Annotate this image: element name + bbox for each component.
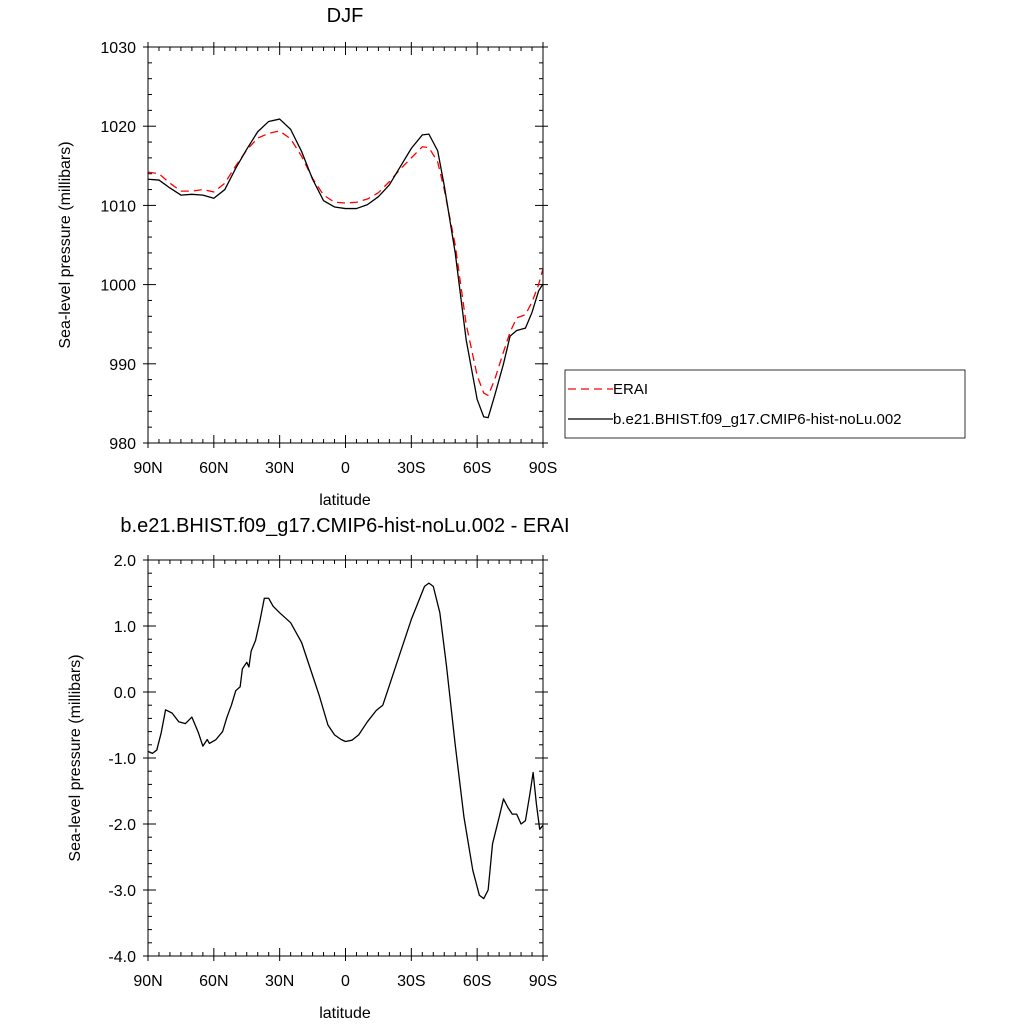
top-chart-marks: 90N 60N 30N 0 30S 60S 90S 980 990 1000 1010 1020 103… [100,40,557,477]
legend-box [564,369,966,439]
x-tick-label: 30N [265,460,294,477]
top-chart-plot-frame [147,46,544,444]
y-tick-label: 2.0 [114,553,136,570]
x-tick-label: 30S [397,460,425,477]
y-tick-label: -4.0 [108,949,136,966]
y-tick-label: 1020 [100,119,136,136]
x-tick-label: 90S [529,460,557,477]
top-chart-title: DJF [327,5,364,27]
x-tick-label: 90S [529,973,557,990]
x-tick-label: 60N [199,460,228,477]
y-tick-label: 1000 [100,278,136,295]
x-tick-label: 30N [265,973,294,990]
y-tick-label: -2.0 [108,817,136,834]
bottom-chart-y-axis-label: Sea-level pressure (millibars) [67,654,84,861]
series-line-0 [147,130,544,397]
top-chart-legend: ERAI b.e21.BHIST.f09_g17.CMIP6-hist-noLu… [564,369,966,439]
x-tick-label: 30S [397,973,425,990]
y-tick-label: -1.0 [108,751,136,768]
bottom-chart-x-axis-label: latitude [319,1005,371,1022]
x-tick-label: 60N [199,973,228,990]
x-tick-label: 60S [463,460,491,477]
y-tick-label: 0.0 [114,685,136,702]
x-tick-label: 90N [133,460,162,477]
top-chart-y-axis-label: Sea-level pressure (millibars) [57,141,74,348]
bottom-chart-plot-frame [147,559,544,957]
x-tick-label: 0 [341,460,350,477]
x-tick-label: 60S [463,973,491,990]
y-tick-label: 980 [109,436,136,453]
y-tick-label: 990 [109,357,136,374]
bottom-chart-marks: 90N 60N 30N 0 30S 60S 90S -4.0 -3.0 -2.0 -1.0 0.0 1.… [108,553,557,990]
y-tick-label: 1010 [100,198,136,215]
y-tick-label: 1.0 [114,619,136,636]
series-line-1 [147,118,544,419]
x-tick-label: 90N [133,973,162,990]
bottom-chart: b.e21.BHIST.f09_g17.CMIP6-hist-noLu.002 … [67,515,570,1022]
series-line-0 [147,582,544,900]
y-tick-label: 1030 [100,40,136,57]
y-tick-label: -3.0 [108,883,136,900]
x-tick-label: 0 [341,973,350,990]
legend-model-label: b.e21.BHIST.f09_g17.CMIP6-hist-noLu.002 [613,411,902,428]
bottom-chart-title: b.e21.BHIST.f09_g17.CMIP6-hist-noLu.002 … [120,515,569,537]
top-chart: DJF 90N 60N 30N 0 30S 60S 90S 980 990 1000 1010 102… [57,5,966,509]
top-chart-x-axis-label: latitude [319,492,371,509]
legend-erai-label: ERAI [613,381,648,398]
